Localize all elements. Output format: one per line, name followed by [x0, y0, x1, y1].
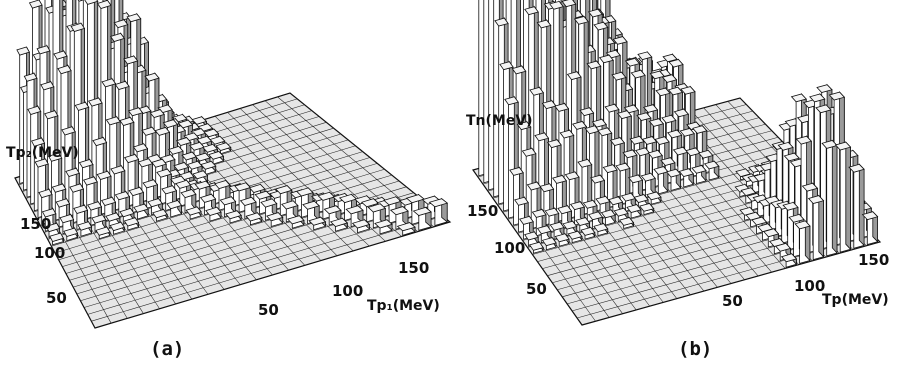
histogram-bar	[109, 220, 125, 235]
grid-line	[214, 115, 354, 252]
histogram-bar	[428, 197, 449, 227]
panel-b-caption: (b)	[678, 338, 712, 360]
histogram-bar	[95, 225, 111, 240]
histogram-bar	[59, 213, 75, 235]
panel-b-y-axis-label: Tn(MeV)	[466, 113, 533, 129]
histogram-bar	[626, 203, 642, 219]
histogram-bar	[412, 206, 432, 231]
panel-a-y-tick: 150	[20, 215, 51, 233]
histogram-bar	[225, 209, 242, 224]
histogram-bar	[207, 150, 225, 165]
histogram-bar	[351, 218, 371, 234]
histogram-bar	[91, 213, 107, 233]
histogram-bar	[185, 205, 202, 220]
panel-a-3d-histogram: Tp₂(MeV) Tp₁(MeV) 150 100 50 50 100 150 …	[6, 0, 452, 360]
panel-a-y-tick: 100	[34, 244, 65, 262]
histogram-bar	[133, 202, 149, 220]
histogram-bar	[329, 217, 349, 232]
histogram-bar	[600, 208, 616, 226]
histogram-bar	[580, 226, 596, 240]
panel-b-x-axis-label: Tp(MeV)	[822, 292, 889, 308]
panel-b-bars	[478, 0, 879, 268]
histogram-bar	[618, 216, 635, 230]
histogram-bar	[308, 216, 327, 231]
histogram-bar	[834, 141, 852, 253]
panel-a-bars	[16, 0, 449, 246]
histogram-bar	[691, 164, 707, 185]
histogram-bar	[200, 160, 217, 176]
histogram-bar	[807, 194, 825, 261]
panel-b-x-tick: 50	[722, 292, 743, 310]
histogram-bar	[266, 211, 284, 228]
histogram-bar	[703, 160, 720, 181]
histogram-bar	[794, 219, 811, 264]
histogram-bar	[166, 199, 183, 218]
panel-b-x-tick: 100	[794, 277, 825, 295]
panel-a-y-tick: 50	[46, 289, 67, 307]
histogram-bar	[554, 232, 570, 247]
panel-a-caption: (a)	[150, 338, 184, 360]
panel-b-y-tick: 150	[467, 202, 498, 220]
histogram-bar	[593, 222, 609, 237]
histogram-bar	[49, 231, 64, 246]
histogram-bar	[123, 216, 140, 231]
histogram-bar	[45, 221, 61, 239]
histogram-bar	[665, 168, 682, 192]
histogram-bar	[567, 230, 583, 244]
histogram-bar	[639, 202, 655, 216]
histogram-bar	[541, 236, 557, 251]
histogram-bar	[528, 240, 544, 254]
panel-b-y-tick: 100	[494, 239, 525, 257]
panel-a-x-tick: 100	[332, 282, 363, 300]
panel-a-x-tick: 150	[398, 259, 429, 277]
histogram-bar	[628, 173, 644, 202]
histogram-bar	[215, 141, 232, 155]
histogram-bar	[205, 206, 222, 222]
histogram-bar	[524, 230, 539, 247]
histogram-bar	[374, 218, 393, 235]
histogram-bar	[861, 210, 879, 246]
histogram-bar	[77, 220, 93, 237]
histogram-bar	[780, 252, 798, 268]
panel-b-3d-histogram: Tn(MeV) Tp(MeV) 150 100 50 50 100 150 (b…	[466, 0, 889, 360]
panel-a-x-axis-label: Tp₁(MeV)	[367, 298, 440, 314]
histogram-bar	[286, 214, 305, 229]
panel-a-y-axis-label: Tp₂(MeV)	[6, 145, 79, 161]
panel-a-x-tick: 50	[258, 301, 279, 319]
histogram-bar	[774, 242, 792, 262]
histogram-bar	[396, 221, 416, 236]
histogram-bar	[63, 226, 79, 242]
histogram-bar	[821, 139, 838, 257]
histogram-bar	[678, 167, 695, 188]
histogram-bar	[613, 207, 629, 223]
histogram-bar	[646, 190, 662, 205]
panel-b-x-tick: 150	[858, 251, 889, 269]
histogram-bar	[245, 211, 263, 226]
histogram-bar	[152, 208, 168, 222]
panel-b-y-tick: 50	[526, 280, 547, 298]
histogram-bar	[848, 163, 865, 249]
